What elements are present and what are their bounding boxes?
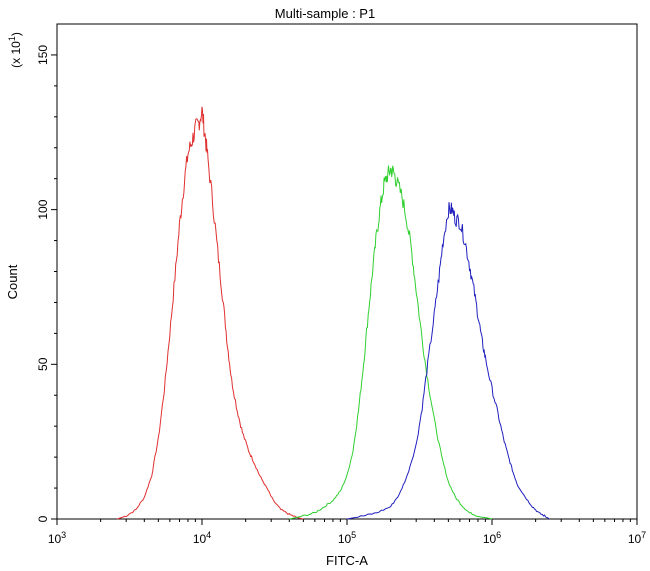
y-multiplier-label: (x 101) (7, 32, 23, 68)
series-line-2 (289, 165, 493, 520)
y-tick-label: 0 (36, 515, 50, 522)
x-tick-label: 103 (48, 530, 66, 546)
x-tick-label: 107 (628, 530, 646, 546)
series-line-3 (346, 202, 550, 520)
y-tick-label: 150 (36, 45, 50, 65)
y-axis-title: Count (5, 264, 20, 299)
x-tick-label: 104 (193, 530, 211, 546)
ticks-layer: 103 104 105 106 107 0 50 100 150 (36, 45, 646, 546)
x-tick-label: 105 (338, 530, 356, 546)
y-tick-label: 100 (36, 199, 50, 219)
series-layer (117, 106, 550, 520)
y-tick-label: 50 (36, 357, 50, 371)
series-line-1 (117, 106, 304, 520)
x-tick-label: 106 (483, 530, 501, 546)
chart-title: Multi-sample : P1 (275, 6, 375, 21)
plot-frame (56, 23, 638, 520)
x-axis-title: FITC-A (326, 553, 368, 568)
